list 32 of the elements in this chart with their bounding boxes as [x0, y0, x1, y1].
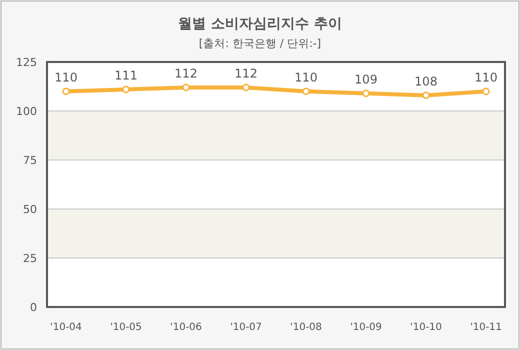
data-label: 112	[174, 66, 198, 80]
data-label: 112	[234, 66, 258, 80]
y-tick-label: 75	[23, 154, 37, 167]
y-tick-label: 125	[16, 56, 37, 69]
x-tick-label: '10-07	[230, 322, 262, 333]
data-label: 110	[294, 70, 318, 84]
data-label: 110	[54, 70, 78, 84]
data-label: 111	[114, 68, 138, 82]
x-tick-label: '10-09	[350, 322, 382, 333]
data-label: 109	[354, 72, 378, 86]
data-label: 110	[474, 70, 498, 84]
chart-subtitle: [출처: 한국은행 / 단위:-]	[198, 37, 322, 50]
x-tick-label: '10-10	[410, 322, 442, 333]
y-tick-label: 100	[16, 105, 37, 118]
y-tick-label: 50	[23, 203, 37, 216]
data-label: 108	[414, 74, 438, 88]
point	[362, 90, 370, 98]
point	[182, 84, 190, 92]
point	[482, 88, 490, 96]
point	[62, 88, 70, 96]
y-tick-label: 25	[23, 252, 37, 265]
point	[242, 84, 250, 92]
x-tick-label: '10-05	[110, 322, 142, 333]
x-tick-label: '10-04	[50, 322, 82, 333]
y-tick-label: 0	[30, 301, 37, 314]
point	[422, 92, 430, 100]
point	[302, 88, 310, 96]
point	[122, 86, 130, 94]
chart-title: 월별 소비자심리지수 추이	[178, 16, 342, 32]
x-tick-label: '10-06	[170, 322, 202, 333]
x-tick-label: '10-08	[290, 322, 322, 333]
x-tick-label: '10-11	[470, 322, 502, 333]
